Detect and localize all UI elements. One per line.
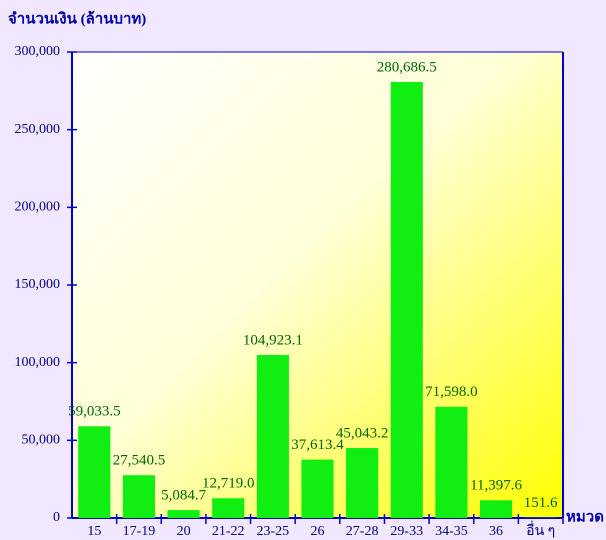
- x-tick-label: 29-33: [390, 524, 423, 539]
- data-label: 5,084.7: [161, 488, 207, 504]
- y-axis-label: จำนวนเงิน (ล้านบาท): [8, 9, 146, 27]
- x-tick-label: 27-28: [346, 524, 379, 539]
- y-tick-label: 100,000: [15, 355, 61, 370]
- x-tick-label: 36: [489, 524, 503, 539]
- bar: [122, 475, 156, 518]
- y-tick-label: 300,000: [15, 44, 61, 59]
- plot-area: [72, 52, 563, 518]
- bar: [212, 498, 245, 518]
- bar: [301, 459, 334, 518]
- data-label: 27,540.5: [113, 453, 166, 469]
- y-tick-label: 50,000: [22, 433, 61, 448]
- x-axis-label: หมวด: [566, 509, 604, 525]
- data-label: 280,686.5: [377, 59, 437, 75]
- data-label: 37,613.4: [291, 437, 344, 453]
- x-tick-label: 26: [311, 524, 325, 539]
- x-tick-label: 15: [87, 524, 101, 539]
- data-label: 11,397.6: [470, 478, 522, 494]
- bar: [435, 406, 468, 518]
- x-tick-label: 17-19: [123, 524, 156, 539]
- y-tick-label: 250,000: [15, 122, 61, 137]
- x-tick-label: 20: [177, 524, 191, 539]
- bar: [256, 355, 289, 518]
- x-tick-label: 21-22: [212, 524, 245, 539]
- y-tick-label: 200,000: [15, 200, 61, 215]
- bar: [390, 82, 423, 518]
- bar: [167, 510, 200, 518]
- data-label: 104,923.1: [243, 332, 303, 348]
- data-label: 45,043.2: [336, 425, 389, 441]
- x-tick-label: 34-35: [435, 524, 468, 539]
- x-tick-label: อื่น ๆ: [526, 521, 555, 539]
- data-label: 151.6: [524, 495, 558, 511]
- y-tick-label: 0: [53, 510, 60, 525]
- y-tick-label: 150,000: [15, 277, 61, 292]
- x-tick-label: 23-25: [257, 524, 290, 539]
- bar: [479, 500, 513, 518]
- bar: [78, 426, 111, 518]
- data-label: 59,033.5: [68, 404, 121, 420]
- data-label: 71,598.0: [425, 384, 478, 400]
- data-label: 12,719.0: [202, 476, 255, 492]
- bar: [346, 448, 379, 518]
